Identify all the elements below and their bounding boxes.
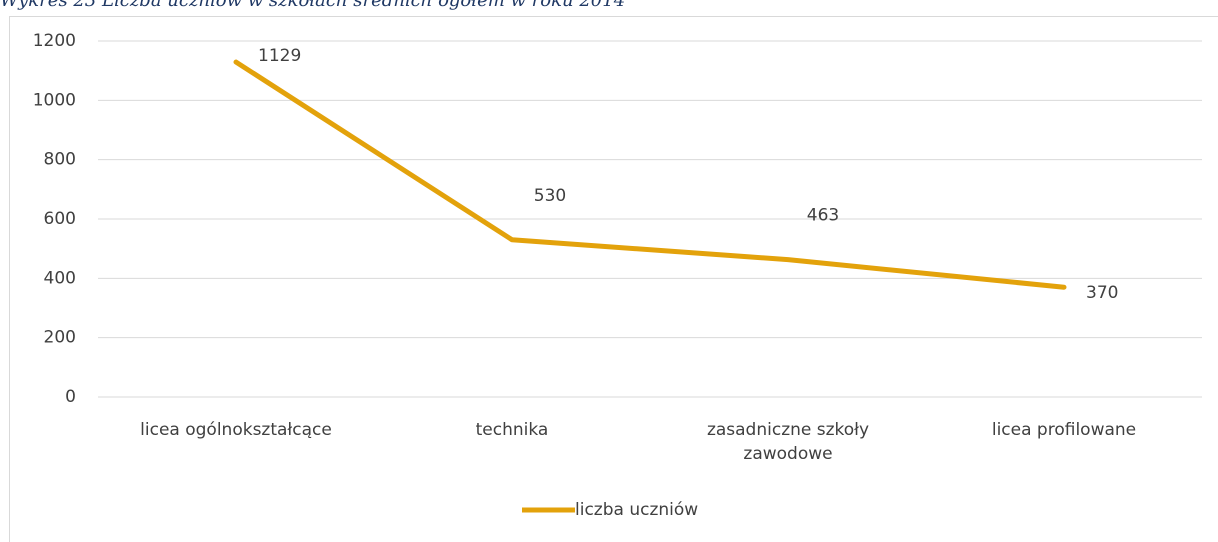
y-tick-label: 0: [65, 387, 76, 407]
data-label: 463: [807, 206, 839, 226]
x-tick-label: licea ogólnokształcące: [140, 420, 332, 440]
y-tick-label: 1200: [33, 31, 76, 51]
chart-title: Wykres 23 Liczba uczniów w szkołach śred…: [0, 0, 625, 11]
y-tick-label: 600: [44, 209, 76, 229]
data-label: 1129: [258, 46, 301, 66]
x-tick-label: technika: [475, 420, 549, 440]
data-label: 530: [534, 186, 566, 206]
y-tick-label: 200: [44, 328, 76, 348]
legend-label: liczba uczniów: [575, 500, 698, 520]
data-line: [233, 59, 1067, 290]
y-tick-label: 400: [44, 268, 76, 288]
data-label: 370: [1086, 283, 1118, 303]
y-tick-label: 1000: [33, 90, 76, 110]
x-tick-label: licea profilowane: [991, 420, 1137, 440]
x-tick-label: zasadniczne szkoły zawodowe: [706, 420, 870, 464]
chart-border: [9, 16, 1218, 542]
y-tick-label: 800: [44, 150, 76, 170]
